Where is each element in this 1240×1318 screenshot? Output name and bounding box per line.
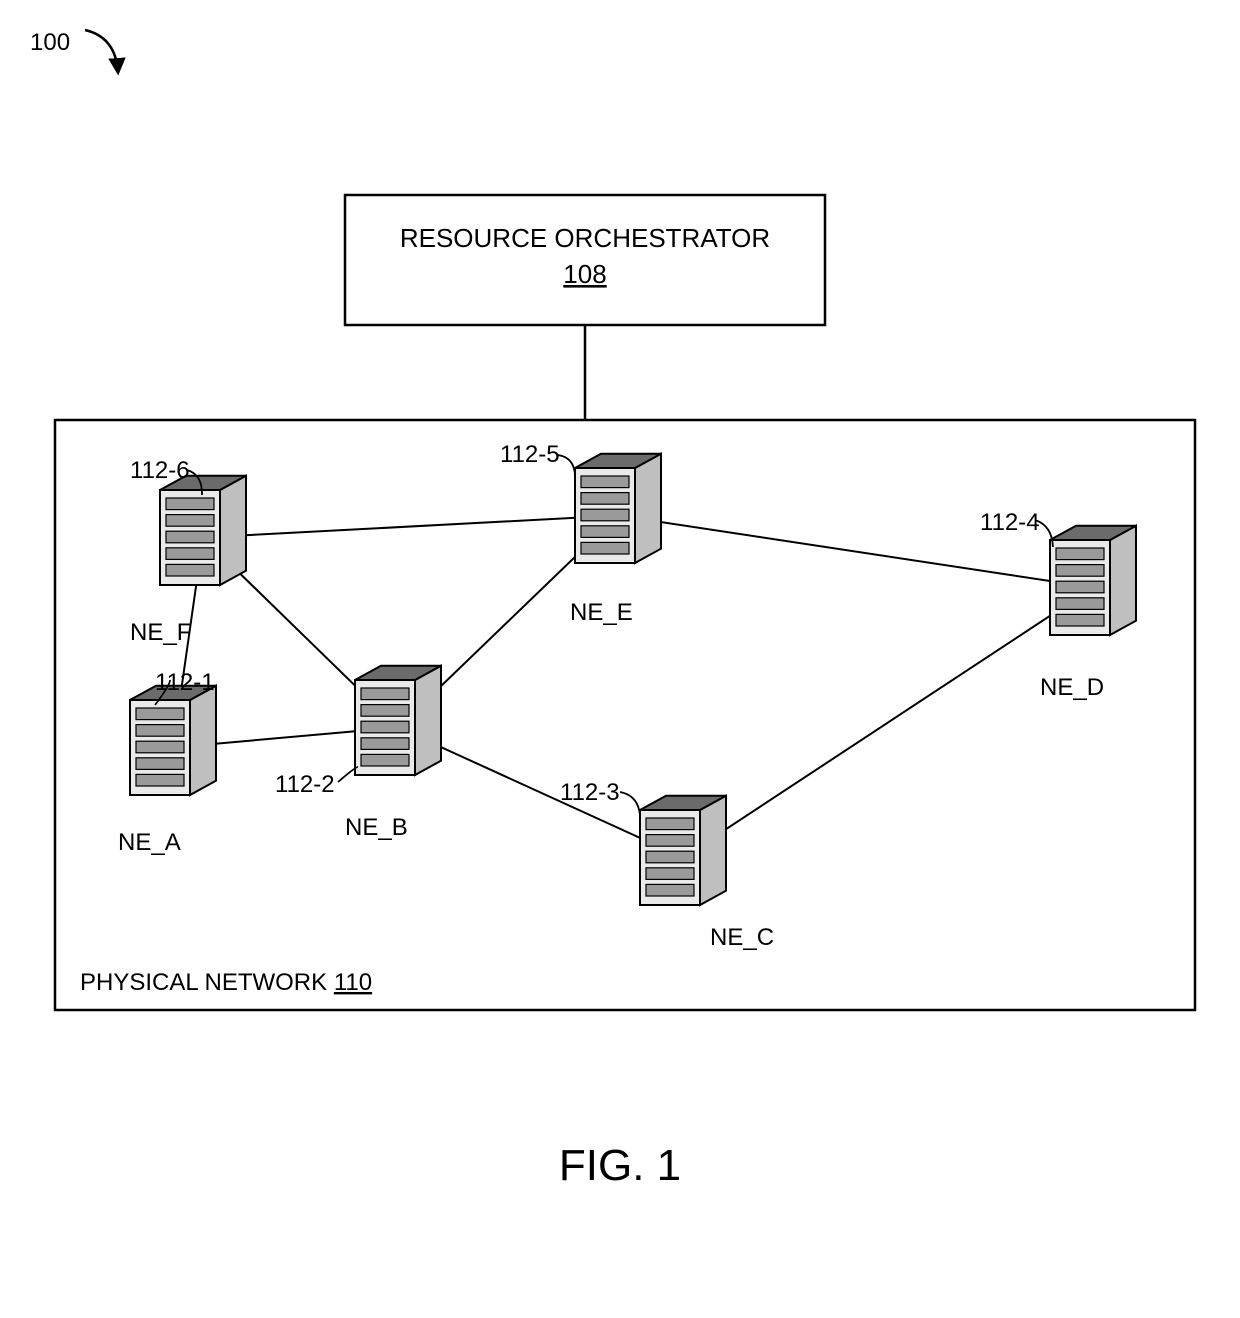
server-NE_A bbox=[130, 686, 216, 795]
server-NE_E bbox=[575, 454, 661, 563]
node-label-NE_E: NE_E bbox=[570, 599, 633, 626]
orchestrator-box: RESOURCE ORCHESTRATOR 108 bbox=[345, 195, 825, 325]
figure-caption: FIG. 1 bbox=[559, 1141, 681, 1190]
orchestrator-title: RESOURCE ORCHESTRATOR bbox=[400, 223, 770, 253]
edges-layer bbox=[173, 516, 1093, 858]
server-NE_B bbox=[355, 666, 441, 775]
server-NE_D bbox=[1050, 526, 1136, 635]
diagram-canvas: 100 RESOURCE ORCHESTRATOR 108 PHYSICAL NETW… bbox=[0, 0, 1240, 1318]
physical-network-label: PHYSICAL NETWORK 110 bbox=[80, 969, 372, 996]
edge-NE_F-NE_E bbox=[203, 516, 618, 538]
figure-ref-label: 100 bbox=[30, 29, 70, 56]
server-NE_F bbox=[160, 476, 246, 585]
node-ref-NE_B: 112-2 bbox=[275, 771, 335, 798]
node-ref-NE_D: 112-4 bbox=[980, 509, 1040, 536]
node-label-NE_C: NE_C bbox=[710, 924, 774, 951]
node-ref-NE_C: 112-3 bbox=[560, 779, 620, 806]
node-label-NE_B: NE_B bbox=[345, 814, 408, 841]
node-label-NE_D: NE_D bbox=[1040, 674, 1104, 701]
svg-text:PHYSICAL NETWORK 110: PHYSICAL NETWORK 110 bbox=[80, 969, 372, 996]
figure-ref-arrow bbox=[85, 30, 118, 72]
orchestrator-ref: 108 bbox=[563, 259, 606, 289]
leader-NE_E bbox=[558, 455, 575, 476]
node-label-NE_A: NE_A bbox=[118, 829, 181, 856]
node-ref-NE_F: 112-6 bbox=[130, 457, 190, 484]
node-ref-NE_E: 112-5 bbox=[500, 441, 560, 468]
edge-NE_C-NE_D bbox=[683, 588, 1093, 858]
server-NE_C bbox=[640, 796, 726, 905]
node-label-NE_F: NE_F bbox=[130, 619, 191, 646]
diagram-svg: 100 RESOURCE ORCHESTRATOR 108 PHYSICAL NETW… bbox=[0, 0, 1240, 1318]
leader-NE_C bbox=[620, 792, 640, 815]
